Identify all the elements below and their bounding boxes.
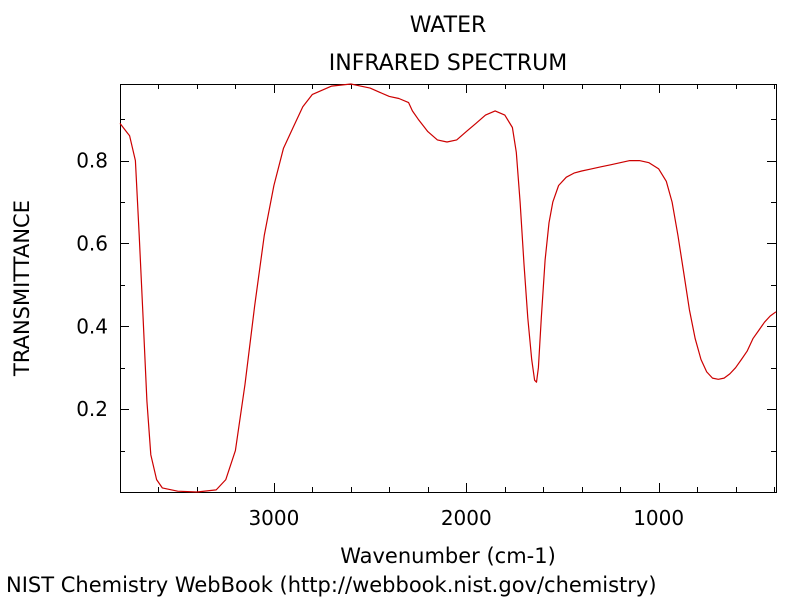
x-tick-label: 3000 xyxy=(248,506,299,530)
source-credit: NIST Chemistry WebBook (http://webbook.n… xyxy=(6,573,657,597)
y-tick-label: 0.2 xyxy=(76,397,108,421)
spectrum-line xyxy=(119,83,777,493)
chart-title: WATER xyxy=(409,13,487,38)
y-axis-label: TRANSMITTANCE xyxy=(10,200,34,376)
plot-frame xyxy=(120,84,777,493)
x-tick-label: 1000 xyxy=(633,506,684,530)
y-tick-label: 0.6 xyxy=(76,231,108,255)
x-tick-label: 2000 xyxy=(441,506,492,530)
axis-ticks xyxy=(120,84,776,492)
axis-tick-labels: 3000 2000 1000 0.2 0.4 0.6 0.8 xyxy=(76,149,684,530)
y-tick-label: 0.8 xyxy=(76,149,108,173)
x-axis-label: Wavenumber (cm-1) xyxy=(340,544,556,568)
y-tick-label: 0.4 xyxy=(76,314,108,338)
chart-subtitle: INFRARED SPECTRUM xyxy=(328,51,568,76)
